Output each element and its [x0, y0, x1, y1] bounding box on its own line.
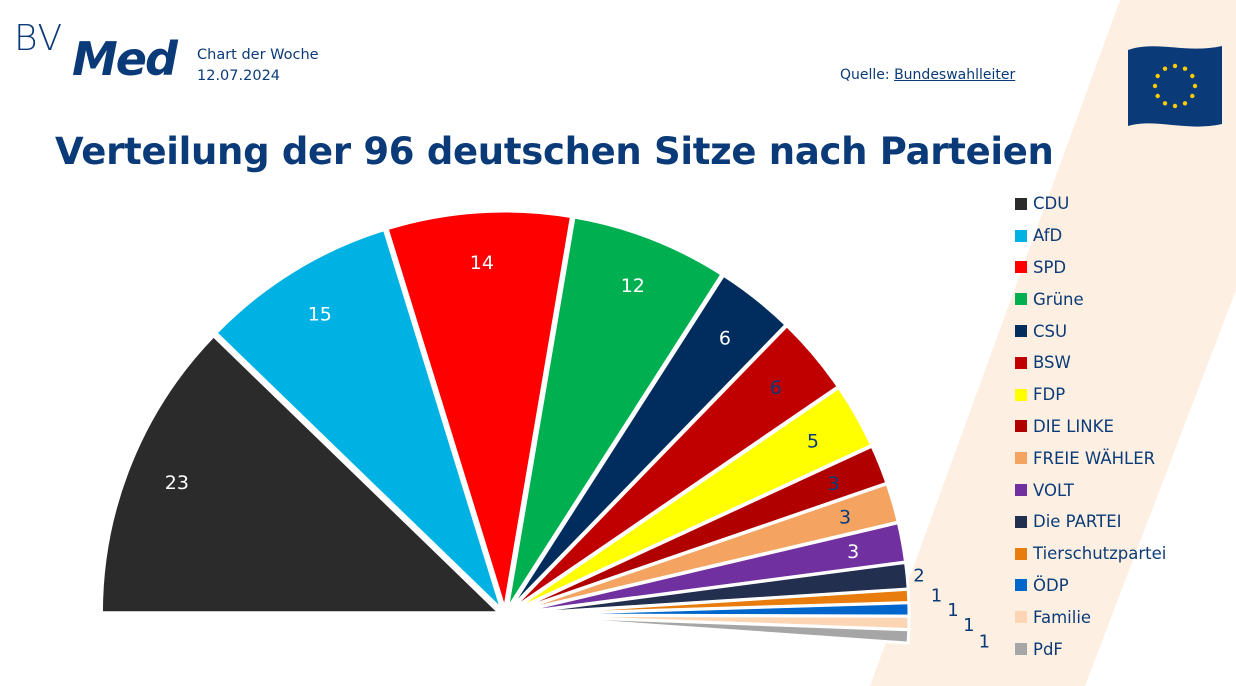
legend-item: Tierschutzpartei	[1015, 538, 1166, 570]
data-label: 1	[963, 615, 974, 636]
chart-title: Verteilung der 96 deutschen Sitze nach P…	[55, 130, 1054, 173]
data-label: 14	[470, 252, 494, 274]
data-label: 1	[947, 600, 958, 621]
data-label: 12	[621, 275, 645, 297]
legend-item: SPD	[1015, 252, 1166, 284]
header-subtitle: Chart der Woche 12.07.2024	[197, 45, 319, 87]
legend-item: ÖDP	[1015, 570, 1166, 602]
source-link[interactable]: Bundeswahlleiter	[894, 67, 1016, 83]
eu-flag-icon	[1128, 46, 1222, 127]
legend-item: FDP	[1015, 379, 1166, 411]
data-label: 1	[931, 586, 942, 607]
legend-label: AfD	[1033, 226, 1063, 246]
legend-item: PdF	[1015, 633, 1166, 665]
data-label: 6	[770, 377, 782, 399]
data-label: 3	[827, 473, 839, 495]
slice-pdf	[510, 613, 911, 645]
data-label: 2	[913, 566, 924, 587]
legend-label: SPD	[1033, 257, 1067, 277]
legend-item: VOLT	[1015, 474, 1166, 506]
slice-cdu	[99, 333, 504, 615]
legend-swatch	[1015, 643, 1027, 656]
bvmed-logo: BV Med	[14, 18, 178, 86]
legend-item: AfD	[1015, 220, 1166, 252]
legend-label: BSW	[1033, 353, 1071, 373]
legend-swatch	[1015, 420, 1027, 433]
data-label: 5	[807, 430, 819, 452]
series-label: Chart der Woche	[197, 47, 319, 63]
legend-label: CSU	[1033, 321, 1068, 341]
legend-swatch	[1015, 229, 1027, 242]
legend-swatch	[1015, 356, 1027, 369]
data-label: 6	[719, 328, 731, 350]
legend-swatch	[1015, 611, 1027, 624]
legend-swatch	[1015, 452, 1027, 465]
legend-swatch	[1015, 484, 1027, 497]
legend-label: ÖDP	[1033, 575, 1069, 595]
source-prefix: Quelle:	[840, 67, 895, 83]
legend-label: FREIE WÄHLER	[1033, 448, 1156, 468]
data-label: 23	[165, 472, 189, 494]
legend-label: Die PARTEI	[1033, 512, 1122, 532]
slice-grüne	[505, 215, 725, 611]
legend-swatch	[1015, 388, 1027, 401]
legend-label: CDU	[1033, 194, 1070, 214]
data-label: 3	[847, 541, 859, 563]
data-label: 3	[839, 507, 851, 529]
legend: CDU AfD SPD Grüne CSU BSW FDP DIE LINKE FREIE WÄ…	[1015, 188, 1166, 665]
legend-item: FREIE WÄHLER	[1015, 442, 1166, 474]
legend-swatch	[1015, 547, 1027, 560]
legend-label: VOLT	[1033, 480, 1074, 500]
legend-label: Familie	[1033, 607, 1092, 627]
data-label: 1	[979, 631, 990, 652]
legend-item: Die PARTEI	[1015, 506, 1166, 538]
legend-item: Familie	[1015, 601, 1166, 633]
legend-swatch	[1015, 261, 1027, 274]
legend-label: DIE LINKE	[1033, 416, 1114, 436]
legend-swatch	[1015, 325, 1027, 338]
legend-swatch	[1015, 515, 1027, 528]
legend-item: CSU	[1015, 315, 1166, 347]
date-label: 12.07.2024	[197, 68, 281, 84]
data-label: 15	[308, 303, 332, 325]
source: Quelle: Bundeswahlleiter	[840, 67, 1015, 83]
slice-afd	[213, 227, 504, 611]
legend-item: DIE LINKE	[1015, 411, 1166, 443]
legend-label: Tierschutzpartei	[1033, 544, 1167, 564]
legend-swatch	[1015, 579, 1027, 592]
legend-swatch	[1015, 293, 1027, 306]
legend-label: Grüne	[1033, 289, 1084, 309]
legend-label: PdF	[1033, 639, 1063, 659]
slice-spd	[385, 209, 574, 610]
legend-item: Grüne	[1015, 283, 1166, 315]
legend-item: BSW	[1015, 347, 1166, 379]
legend-swatch	[1015, 197, 1027, 210]
legend-label: FDP	[1033, 385, 1066, 405]
legend-item: CDU	[1015, 188, 1166, 220]
